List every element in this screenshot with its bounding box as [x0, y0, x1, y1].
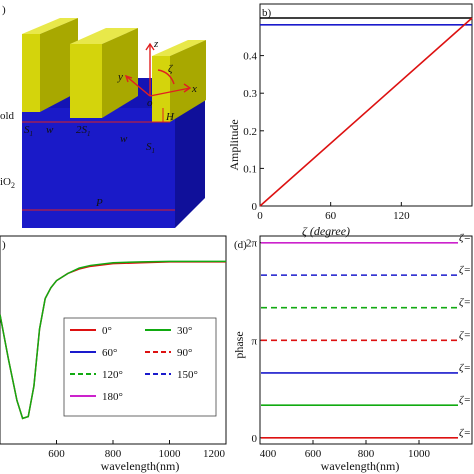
panel-d-xlabel: wavelength(nm)	[321, 459, 400, 473]
panel-c: ) wavelength(nm) 0° 30° 60° 90° 120° 150° 180°…	[0, 235, 227, 473]
panel-d: (d) phase wavelength(nm) 400 600 800 1000 0 π…	[232, 232, 473, 473]
axis-z-label: z	[153, 38, 159, 50]
panel-b-series-line	[259, 17, 473, 207]
panel-c-xtick-label: 1200	[203, 448, 226, 460]
substrate-side	[175, 78, 205, 228]
panel-c-xtick-label: 800	[105, 448, 122, 460]
panel-b-ytick-label: 0.2	[243, 126, 257, 138]
gold-label: old	[0, 110, 15, 122]
panel-b-xtick-label: 60	[325, 210, 337, 222]
gold-bar-2-side	[102, 28, 138, 118]
panel-c-legend	[63, 317, 217, 417]
panel-d-zeta-label: ζ=	[459, 362, 471, 374]
panel-b-xtick-label: 0	[257, 210, 263, 222]
panel-d-zeta-label: ζ=	[459, 427, 471, 439]
s1b-label: S1	[146, 141, 155, 155]
panel-d-zeta-label: ζ=	[459, 264, 471, 276]
panel-d-xtick-label: 800	[358, 448, 375, 460]
axis-x-label: x	[191, 83, 197, 95]
panel-b-ytick-label: 0.4	[243, 51, 257, 63]
panel-d-zeta-label: ζ=	[459, 232, 471, 244]
panel-d-ylabel: phase	[232, 331, 246, 358]
panel-d-zeta-label: ζ=	[459, 297, 471, 309]
origin-label: o	[147, 97, 153, 109]
sio2-label: iO2	[0, 176, 15, 190]
panel-b-ytick-label: 0.3	[243, 88, 257, 100]
two-s1-label: 2S1	[76, 124, 91, 138]
panel-c-xtick-label: 1000	[159, 448, 182, 460]
panel-b-ytick-label: 0.1	[243, 163, 257, 175]
panel-a-tag: )	[2, 4, 6, 16]
panel-b-ytick-label: 0	[252, 201, 258, 213]
gold-bar-1-front	[22, 34, 40, 112]
panel-c-xlabel: wavelength(nm)	[101, 459, 180, 473]
panel-b-frame	[259, 3, 473, 207]
s1-label: S1	[24, 124, 33, 138]
panel-d-zeta-label: ζ=	[459, 329, 471, 341]
panel-d-xtick-label: 600	[305, 448, 322, 460]
panel-b-xtick-label: 120	[393, 210, 410, 222]
panel-d-ytick-label: 2π	[246, 238, 258, 250]
panel-c-legend-label: 90°	[177, 347, 192, 359]
gold-bar-1-side	[40, 18, 78, 112]
panel-c-xtick-label: 600	[48, 448, 65, 460]
panel-c-legend-label: 120°	[102, 369, 123, 381]
panel-a: ) z y x ζ o	[0, 4, 206, 228]
substrate-front	[22, 108, 175, 228]
panel-c-legend-label: 0°	[102, 325, 112, 337]
panel-d-zeta-label: ζ=	[459, 394, 471, 406]
panel-b-tag: b)	[262, 7, 272, 19]
panel-d-xtick-label: 400	[260, 448, 277, 460]
p-label: P	[95, 197, 103, 209]
coordinate-axes	[124, 42, 192, 97]
panel-c-tag: )	[2, 239, 6, 251]
axis-y-label: y	[117, 71, 123, 83]
h-label: H	[165, 111, 175, 123]
panel-c-legend-label: 30°	[177, 325, 192, 337]
panel-b-xlabel: ζ (degree)	[302, 224, 350, 238]
panel-d-ytick-label: 0	[252, 433, 258, 445]
panel-b-ylabel: Amplitude	[227, 119, 241, 170]
panel-c-legend-label: 150°	[177, 369, 198, 381]
w1-label: w	[46, 124, 54, 136]
panel-d-tag: (d)	[234, 239, 247, 251]
gold-bar-2-top	[70, 28, 138, 44]
panel-d-xtick-label: 1000	[408, 448, 431, 460]
dimension-lines	[22, 108, 175, 211]
panel-c-legend-label: 180°	[102, 391, 123, 403]
gold-bar-3-top	[152, 40, 206, 56]
panel-d-ytick-label: π	[251, 335, 257, 347]
gold-bar-2-front	[70, 44, 102, 118]
panel-c-series-line	[0, 260, 226, 420]
w2-label: w	[120, 133, 128, 145]
gold-bar-1-top	[22, 18, 78, 34]
panel-c-legend-label: 60°	[102, 347, 117, 359]
panel-b: b) Amplitude ζ (degree) 0 60 120 0 0.1 0.2 0.3…	[227, 3, 473, 238]
zeta-label: ζ	[168, 63, 174, 75]
panel-c-legend-entries: 0° 30° 60° 90° 120° 150° 180°	[70, 325, 198, 403]
gold-bar-3-side	[170, 40, 206, 122]
